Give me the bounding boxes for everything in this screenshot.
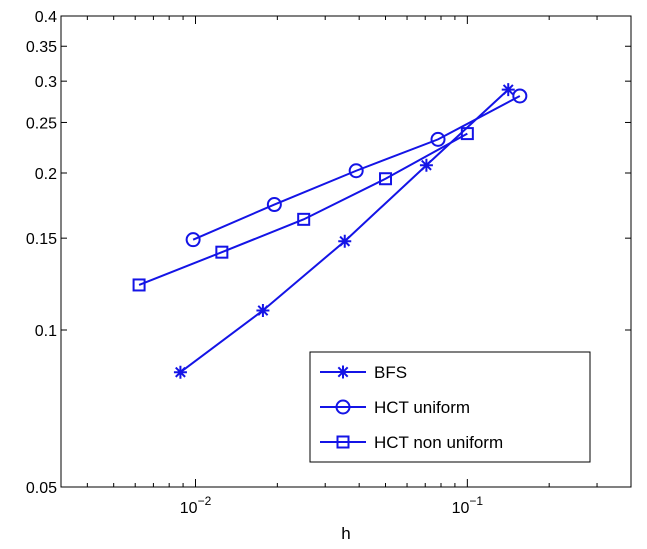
x-tick-label: 10−2	[180, 494, 212, 517]
asterisk-marker	[419, 158, 433, 172]
circle-marker	[430, 131, 446, 147]
square-marker	[215, 245, 229, 259]
circle-marker	[266, 197, 282, 213]
square-marker	[336, 435, 350, 449]
y-tick-label: 0.4	[35, 9, 57, 26]
y-tick-label: 0.15	[26, 231, 57, 248]
asterisk-marker	[336, 365, 350, 379]
legend-label: HCT uniform	[374, 398, 470, 417]
x-tick-exponent: −1	[469, 494, 483, 508]
square-marker	[379, 172, 393, 186]
circle-marker	[335, 399, 351, 415]
y-tick-label: 0.05	[26, 480, 57, 497]
x-tick-label: 10−1	[452, 494, 484, 517]
legend-entry: HCT uniform	[320, 398, 470, 417]
asterisk-marker	[256, 303, 270, 317]
series-hct-uniform	[185, 88, 528, 248]
legend-entry: BFS	[320, 363, 407, 382]
y-tick-label: 0.2	[35, 166, 57, 183]
legend-label: HCT non uniform	[374, 433, 503, 452]
x-tick-base: 10	[180, 500, 198, 517]
y-tick-label: 0.3	[35, 74, 57, 91]
y-tick-label: 0.1	[35, 323, 57, 340]
circle-marker	[348, 163, 364, 179]
square-marker	[132, 278, 146, 292]
square-marker	[460, 127, 474, 141]
chart-marks	[132, 83, 528, 379]
x-tick-exponent: −2	[198, 494, 212, 508]
y-tick-label: 0.35	[26, 39, 57, 56]
y-tick-label: 0.25	[26, 115, 57, 132]
x-axis-label: h	[341, 524, 350, 543]
legend-entry: HCT non uniform	[320, 433, 503, 452]
asterisk-marker	[501, 83, 515, 97]
asterisk-marker	[173, 365, 187, 379]
asterisk-marker	[338, 234, 352, 248]
x-tick-base: 10	[452, 500, 470, 517]
legend-label: BFS	[374, 363, 407, 382]
circle-marker	[185, 232, 201, 248]
series-line	[192, 95, 521, 241]
circle-marker	[512, 88, 528, 104]
legend: BFS HCT uniform HCT non uniform	[309, 351, 591, 463]
plot-frame	[60, 15, 632, 488]
axis-ticks: 0.050.10.150.20.250.30.350.410−2 10−1	[26, 9, 632, 517]
square-marker	[297, 212, 311, 226]
series-hct-non-uniform	[132, 127, 474, 292]
series-line	[138, 132, 468, 286]
